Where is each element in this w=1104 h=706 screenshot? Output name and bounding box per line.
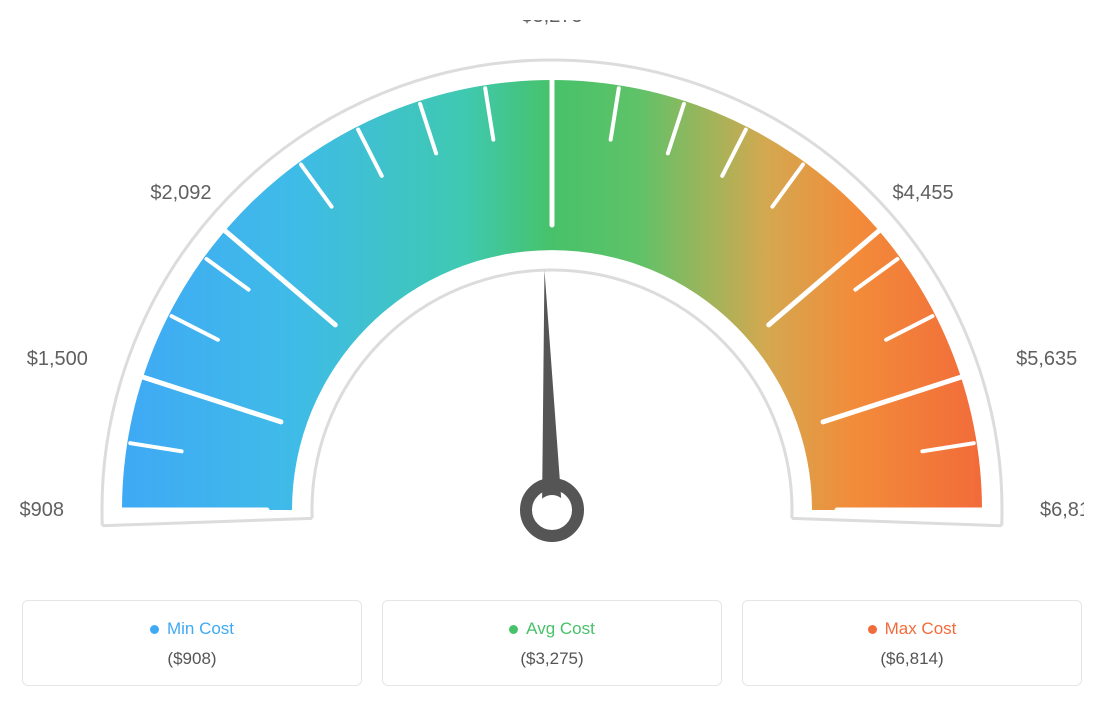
- legend-value-min: ($908): [33, 649, 351, 669]
- legend-label-max: Max Cost: [753, 619, 1071, 639]
- gauge-tick-label: $3,275: [521, 20, 582, 27]
- legend-dot-min: [150, 625, 159, 634]
- legend-text-max: Max Cost: [885, 619, 957, 639]
- gauge-tick-label: $908: [20, 499, 64, 521]
- legend-card-avg: Avg Cost ($3,275): [382, 600, 722, 686]
- legend-dot-avg: [509, 625, 518, 634]
- legend-card-max: Max Cost ($6,814): [742, 600, 1082, 686]
- gauge-tick-label: $2,092: [150, 182, 211, 204]
- legend-dot-max: [868, 625, 877, 634]
- gauge-tick-label: $1,500: [27, 348, 88, 370]
- legend-value-avg: ($3,275): [393, 649, 711, 669]
- cost-gauge-chart: $908 $1,500 $2,092 $3,275 $4,455 $5,635 $6,814…: [20, 20, 1084, 686]
- legend-card-min: Min Cost ($908): [22, 600, 362, 686]
- legend-label-min: Min Cost: [33, 619, 351, 639]
- gauge-svg: $908 $1,500 $2,092 $3,275 $4,455 $5,635 $6,814: [20, 20, 1084, 580]
- gauge-tick-label: $5,635: [1016, 348, 1077, 370]
- gauge-tick-label: $4,455: [892, 182, 953, 204]
- gauge-tick-label: $6,814: [1040, 499, 1084, 521]
- legend-value-max: ($6,814): [753, 649, 1071, 669]
- gauge-area: $908 $1,500 $2,092 $3,275 $4,455 $5,635 $6,814: [20, 20, 1084, 580]
- legend-text-min: Min Cost: [167, 619, 234, 639]
- legend-text-avg: Avg Cost: [526, 619, 595, 639]
- legend-row: Min Cost ($908) Avg Cost ($3,275) Max Co…: [20, 600, 1084, 686]
- legend-label-avg: Avg Cost: [393, 619, 711, 639]
